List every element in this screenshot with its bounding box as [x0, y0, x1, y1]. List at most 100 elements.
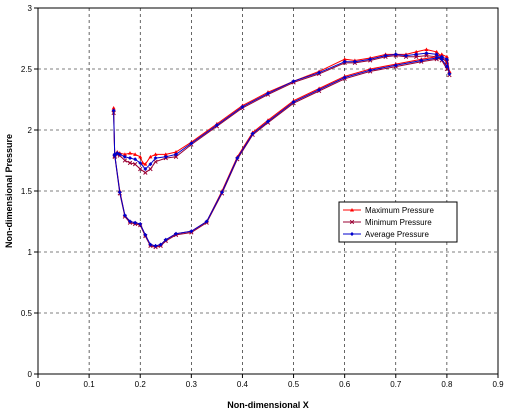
data-point	[133, 220, 138, 225]
x-tick-label: 0.5	[288, 380, 300, 389]
data-point	[140, 160, 145, 165]
data-point	[174, 231, 178, 236]
y-tick-label: 0	[28, 370, 33, 379]
data-point	[132, 162, 138, 167]
data-point	[434, 56, 439, 61]
data-point	[352, 59, 357, 64]
x-tick-label: 0.4	[237, 380, 249, 389]
y-tick-label: 2	[28, 126, 33, 135]
data-point	[439, 54, 444, 59]
axis-ticks: 0 0.1 0.2 0.3 0.4 0.5 0.6 0.7 0.8 0.9 0 0.5 1 1.5 2 2.5…	[21, 4, 504, 389]
data-point	[383, 53, 388, 58]
x-tick-label: 0.2	[135, 380, 147, 389]
data-point	[153, 152, 158, 156]
data-point	[235, 156, 240, 161]
data-point	[424, 51, 429, 56]
data-point	[138, 166, 143, 172]
y-tick-label: 0.5	[21, 309, 33, 318]
data-point	[112, 152, 117, 157]
data-point	[148, 166, 153, 172]
data-point	[174, 152, 178, 157]
data-point	[350, 232, 354, 236]
data-point	[153, 243, 158, 248]
data-point	[143, 232, 148, 237]
grid-lines	[38, 8, 498, 374]
data-point	[393, 52, 398, 57]
y-tick-label: 3	[28, 4, 33, 13]
data-point	[143, 170, 148, 175]
data-point	[163, 152, 168, 156]
data-point	[173, 154, 179, 159]
data-point	[204, 219, 209, 224]
legend-label: Maximum Pressure	[365, 206, 434, 215]
data-point	[317, 87, 322, 92]
data-point	[444, 57, 449, 62]
data-point	[174, 149, 178, 154]
data-point	[317, 70, 322, 75]
data-point	[414, 49, 419, 54]
x-tick-label: 0.7	[390, 380, 402, 389]
series-average-pressure	[111, 51, 452, 248]
x-tick-label: 0.1	[84, 380, 96, 389]
legend-label: Average Pressure	[365, 230, 429, 239]
data-point	[128, 219, 132, 224]
data-point	[447, 71, 452, 76]
data-point	[342, 59, 347, 64]
data-point	[127, 160, 133, 166]
data-point	[220, 190, 224, 195]
y-tick-label: 2.5	[21, 65, 33, 74]
data-point	[424, 53, 429, 58]
legend-label: Minimum Pressure	[365, 218, 432, 227]
data-point	[138, 160, 143, 165]
x-axis-label: Non-dimensional X	[227, 400, 309, 410]
data-point	[350, 208, 354, 212]
data-point	[128, 151, 132, 155]
data-point	[240, 104, 245, 109]
data-point	[133, 152, 138, 156]
data-point	[163, 154, 168, 159]
y-tick-label: 1	[28, 248, 33, 257]
data-point	[148, 154, 153, 159]
x-tick-label: 0.6	[339, 380, 351, 389]
data-point	[434, 49, 439, 54]
data-point	[111, 106, 116, 110]
data-point	[138, 221, 143, 226]
data-point	[189, 229, 194, 234]
data-point	[291, 99, 296, 104]
data-point	[342, 57, 347, 61]
data-point	[158, 242, 163, 247]
data-point	[414, 52, 419, 57]
data-point	[117, 190, 122, 195]
y-axis-label: Non-dimensional Pressure	[4, 134, 14, 248]
x-tick-label: 0.9	[492, 380, 504, 389]
data-point	[214, 123, 219, 128]
data-point	[250, 131, 255, 136]
data-point	[153, 156, 158, 161]
data-point	[153, 159, 158, 164]
y-tick-label: 1.5	[21, 187, 33, 196]
data-point	[117, 152, 122, 157]
data-point	[414, 54, 419, 59]
data-point	[122, 213, 127, 218]
data-point	[444, 54, 449, 59]
data-point	[138, 154, 143, 159]
data-point	[419, 58, 424, 63]
data-point	[189, 141, 194, 146]
data-point	[143, 162, 148, 166]
data-point	[393, 63, 398, 68]
data-point	[424, 47, 429, 51]
data-point	[122, 152, 127, 156]
data-point	[133, 157, 138, 162]
data-point	[349, 219, 355, 225]
data-point	[122, 154, 127, 159]
data-point	[163, 237, 168, 242]
x-tick-label: 0.8	[441, 380, 453, 389]
data-point	[291, 79, 296, 84]
series-layer	[111, 47, 452, 250]
data-point	[111, 108, 116, 113]
data-point	[368, 68, 373, 73]
data-point	[342, 75, 347, 80]
data-point	[148, 242, 153, 247]
data-point	[266, 91, 270, 96]
